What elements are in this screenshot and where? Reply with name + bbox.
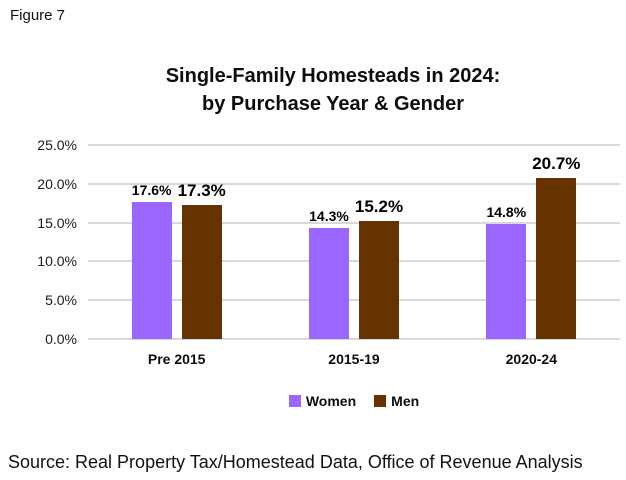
bar-cell: 14.3% [308, 208, 349, 339]
category-label-2015-19: 2015-19 [328, 351, 380, 367]
plot-area: 0.0% 5.0% 10.0% 15.0% 20.0% 25.0% 17.6% 17.3% 1… [37, 137, 620, 347]
bar-group-pre-2015: 17.6% 17.3% [88, 145, 265, 339]
bar-cell: 17.3% [178, 181, 226, 339]
bar-men-2015-19 [358, 221, 399, 339]
data-label-women: 14.8% [486, 204, 527, 221]
bar-men-2020-24 [536, 178, 577, 339]
chart-title: Single-Family Homesteads in 2024: by Pur… [40, 62, 626, 118]
data-label-women: 14.3% [309, 208, 349, 224]
figure-label: Figure 7 [10, 7, 66, 24]
legend-item-men: Men [374, 393, 419, 409]
legend-item-women: Women [288, 393, 357, 409]
y-axis-tick-label: 0.0% [45, 331, 77, 347]
legend-swatch-men [374, 395, 387, 407]
y-axis-tick-label: 10.0% [37, 253, 77, 270]
y-axis-tick-label: 25.0% [37, 137, 77, 153]
data-label-women: 17.6% [131, 182, 172, 199]
legend-swatch-women [288, 395, 301, 407]
bar-women-pre-2015 [131, 202, 172, 339]
bar-group-2020-24: 14.8% 20.7% [443, 145, 620, 339]
bar-women-2015-19 [308, 228, 349, 339]
bar-cell: 14.8% [486, 204, 527, 339]
gridline-25 [88, 144, 620, 146]
legend: Women Men [88, 393, 620, 409]
data-label-men: 20.7% [532, 154, 581, 174]
bars-layer: 17.6% 17.3% 14.3% 15.2% 14.8% 20.7% [88, 145, 620, 339]
legend-label-women: Women [305, 393, 357, 409]
data-label-men: 17.3% [177, 180, 226, 200]
y-axis-tick-label: 15.0% [37, 214, 77, 231]
chart-title-line-2: by Purchase Year & Gender [202, 93, 464, 115]
bar-cell: 17.6% [131, 182, 172, 339]
chart-title-line-1: Single-Family Homesteads in 2024: [165, 65, 501, 87]
x-axis-labels: Pre 2015 2015-19 2020-24 [88, 351, 620, 367]
bar-cell: 15.2% [355, 197, 403, 339]
y-axis-tick-label: 5.0% [45, 292, 77, 309]
category-label-2020-24: 2020-24 [505, 351, 558, 367]
gridline-10 [88, 260, 620, 263]
data-label-men: 15.2% [354, 197, 404, 216]
grid-layer: 0.0% 5.0% 10.0% 15.0% 20.0% 25.0% [37, 137, 620, 347]
y-axis-tick-label: 20.0% [37, 175, 77, 192]
gridline-0 [88, 338, 620, 340]
bar-cell: 20.7% [532, 154, 580, 339]
gridline-20 [88, 182, 620, 185]
bar-group-2015-19: 14.3% 15.2% [265, 145, 442, 339]
legend-label-men: Men [391, 393, 420, 409]
source-note: Source: Real Property Tax/Homestead Data… [8, 452, 583, 472]
bar-women-2020-24 [486, 224, 527, 339]
bar-men-pre-2015 [181, 204, 222, 339]
gridline-5 [88, 299, 620, 302]
gridline-15 [88, 221, 620, 224]
category-label-pre-2015: Pre 2015 [147, 351, 206, 367]
